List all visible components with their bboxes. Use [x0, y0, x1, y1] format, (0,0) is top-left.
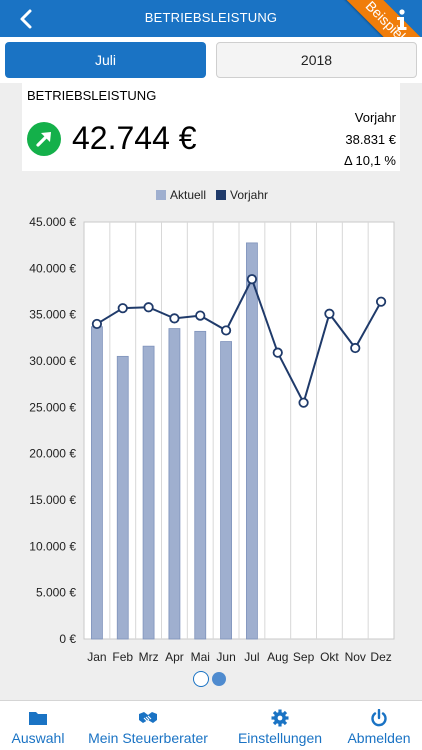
y-tick-label: 5.000 €	[36, 586, 76, 600]
x-tick-label: Jul	[244, 650, 259, 664]
performance-chart: 0 € 5.000 € 10.000 € 15.000 € 20.000 € 25.000…	[29, 188, 395, 664]
period-tabs: Juli 2018	[0, 37, 422, 83]
gear-icon	[271, 709, 289, 727]
tab-month[interactable]: Juli	[5, 42, 206, 78]
y-tick-label: 45.000 €	[29, 215, 76, 229]
point-vorjahr	[272, 347, 283, 358]
point-vorjahr	[91, 318, 103, 330]
x-tick-label: Mrz	[139, 650, 159, 664]
power-icon	[371, 709, 387, 727]
y-tick-label: 10.000 €	[29, 539, 76, 553]
chevron-left-icon[interactable]	[14, 6, 40, 32]
nav-label: Auswahl	[11, 730, 65, 746]
y-tick-label: 20.000 €	[29, 447, 76, 461]
y-tick-label: 0 €	[59, 632, 76, 646]
current-value: 42.744 €	[72, 120, 197, 156]
legend-swatch-aktuell	[156, 190, 166, 200]
x-tick-label: Jan	[87, 650, 106, 664]
x-tick-label: Okt	[320, 650, 339, 664]
nav-label: Einstellungen	[237, 730, 323, 746]
bar-aktuell	[116, 355, 129, 640]
x-tick-label: Apr	[165, 650, 184, 664]
point-vorjahr	[350, 342, 361, 354]
bar-aktuell	[194, 330, 207, 640]
page-title: BETRIEBSLEISTUNG	[144, 10, 278, 25]
x-tick-label: Feb	[112, 650, 133, 664]
x-tick-label: Dez	[370, 650, 391, 664]
bar-aktuell	[168, 328, 181, 640]
y-tick-label: 15.000 €	[29, 493, 76, 507]
handshake-icon	[139, 712, 157, 723]
legend-label-aktuell: Aktuell	[170, 188, 206, 202]
point-vorjahr	[169, 313, 180, 324]
previous-year-value: 38.831 €	[345, 132, 396, 147]
delta-percent: Δ 10,1 %	[343, 153, 396, 168]
point-vorjahr	[195, 310, 206, 321]
info-icon[interactable]	[393, 8, 411, 32]
nav-auswahl[interactable]: Auswahl	[8, 709, 68, 746]
previous-year-label: Vorjahr	[354, 110, 396, 125]
folder-icon	[29, 712, 47, 725]
nav-abmelden[interactable]: Abmelden	[344, 709, 414, 746]
bottom-nav: Auswahl Mein Steuerberater Einstellungen…	[0, 700, 422, 750]
bar-aktuell	[91, 326, 103, 640]
point-vorjahr	[143, 302, 154, 313]
y-tick-label: 25.000 €	[29, 400, 76, 414]
nav-label: Mein Steuerberater	[88, 730, 208, 746]
bar-aktuell	[220, 341, 232, 640]
point-vorjahr	[375, 296, 387, 307]
tab-year[interactable]: 2018	[216, 42, 417, 78]
legend-swatch-vorjahr	[216, 190, 226, 200]
top-bar: BETRIEBSLEISTUNG Beispieldaten	[0, 0, 422, 37]
x-tick-label: Aug	[267, 650, 288, 664]
nav-einstellungen[interactable]: Einstellungen	[236, 709, 324, 746]
page-indicator	[0, 668, 422, 690]
nav-label: Abmelden	[347, 730, 411, 746]
x-tick-label: Mai	[191, 650, 210, 664]
bar-aktuell	[246, 242, 258, 640]
point-vorjahr	[324, 308, 335, 319]
bar-aktuell	[142, 345, 155, 640]
x-tick-label: Jun	[216, 650, 235, 664]
y-tick-label: 30.000 €	[29, 354, 76, 368]
nav-steuerberater[interactable]: Mein Steuerberater	[86, 709, 210, 746]
point-vorjahr	[117, 303, 128, 314]
x-tick-label: Nov	[345, 650, 366, 664]
summary-card: BETRIEBSLEISTUNG 42.744 € Vorjahr 38.831…	[22, 83, 400, 171]
page-dot-1[interactable]	[193, 671, 209, 687]
point-vorjahr	[298, 397, 309, 408]
chart-container: 0 € 5.000 € 10.000 € 15.000 € 20.000 € 25.000…	[0, 178, 422, 668]
arrow-up-right-icon	[27, 122, 61, 156]
point-vorjahr	[246, 274, 258, 285]
page-dot-2[interactable]	[212, 672, 226, 686]
y-tick-label: 35.000 €	[29, 308, 76, 322]
point-vorjahr	[220, 325, 232, 336]
summary-title: BETRIEBSLEISTUNG	[27, 88, 157, 103]
legend-label-vorjahr: Vorjahr	[230, 188, 268, 202]
x-tick-label: Sep	[293, 650, 315, 664]
y-tick-label: 40.000 €	[29, 261, 76, 275]
